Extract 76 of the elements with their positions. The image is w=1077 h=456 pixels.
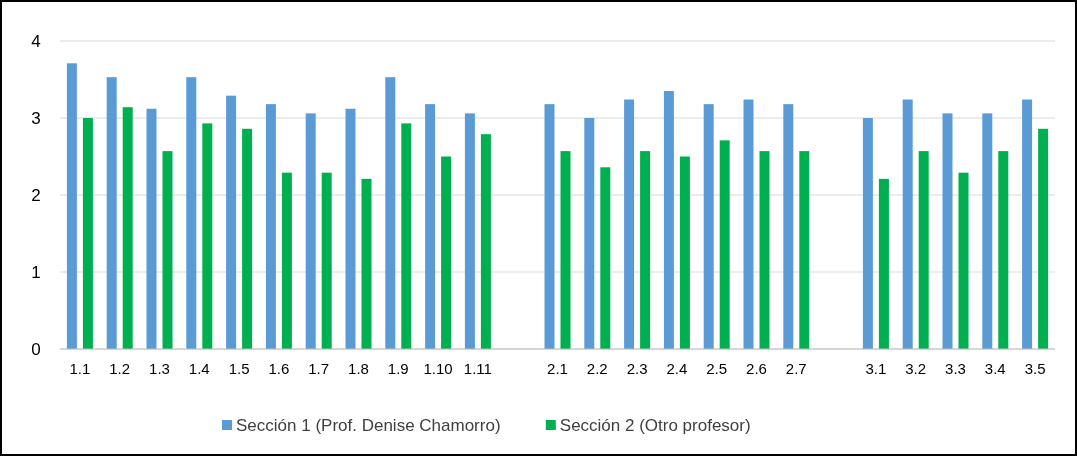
x-tick-label: 3.5 xyxy=(1024,360,1046,377)
bar xyxy=(265,104,276,349)
bar xyxy=(878,178,889,349)
bar xyxy=(66,63,77,349)
bar xyxy=(600,167,611,349)
x-tick-label: 2.5 xyxy=(706,360,728,377)
y-tick-label: 0 xyxy=(31,339,41,359)
bar xyxy=(902,99,913,349)
bar xyxy=(544,104,555,349)
bar xyxy=(560,151,571,349)
bar xyxy=(401,123,412,349)
x-tick-label: 1.4 xyxy=(188,360,210,377)
bar xyxy=(186,77,197,349)
bar xyxy=(106,77,117,349)
legend-label: Sección 2 (Otro profesor) xyxy=(559,415,751,435)
bar xyxy=(918,151,929,349)
y-tick-label: 3 xyxy=(31,108,41,128)
bar xyxy=(719,140,730,349)
bar xyxy=(624,99,635,349)
bar xyxy=(743,99,754,349)
bar xyxy=(82,118,93,349)
bar xyxy=(958,172,969,349)
bar xyxy=(122,107,133,349)
bar xyxy=(242,128,253,349)
bar xyxy=(679,156,690,349)
bar xyxy=(640,151,651,349)
bar xyxy=(281,172,292,349)
x-tick-label: 2.6 xyxy=(746,360,767,377)
bar xyxy=(942,113,953,349)
x-tick-label: 2.1 xyxy=(547,360,568,377)
x-tick-label: 2.4 xyxy=(666,360,688,377)
bar xyxy=(146,108,157,349)
x-tick-label: 3.3 xyxy=(945,360,966,377)
bar xyxy=(703,104,714,349)
bar xyxy=(584,118,595,349)
bar xyxy=(385,77,396,349)
bar xyxy=(162,151,173,349)
x-tick-label: 3.4 xyxy=(984,360,1006,377)
bar xyxy=(464,113,475,349)
legend-label: Sección 1 (Prof. Denise Chamorro) xyxy=(236,415,501,435)
x-tick-label: 3.2 xyxy=(905,360,927,377)
x-tick-label: 3.1 xyxy=(865,360,887,377)
y-tick-label: 4 xyxy=(31,31,41,51)
x-tick-label: 1.5 xyxy=(228,360,250,377)
bar xyxy=(759,151,770,349)
bar xyxy=(321,172,332,349)
bar xyxy=(226,95,237,349)
x-tick-label: 1.3 xyxy=(149,360,170,377)
y-tick-label: 1 xyxy=(31,262,41,282)
bar xyxy=(345,108,356,349)
bar xyxy=(425,104,436,349)
x-tick-label: 2.7 xyxy=(785,360,807,377)
x-tick-label: 2.3 xyxy=(626,360,648,377)
x-tick-label: 1.2 xyxy=(109,360,131,377)
bar xyxy=(663,91,674,349)
bar xyxy=(783,104,794,349)
x-tick-label: 1.1 xyxy=(69,360,91,377)
x-tick-label: 1.6 xyxy=(268,360,290,377)
bar xyxy=(1022,99,1033,349)
bar xyxy=(862,118,873,349)
x-tick-label: 1.10 xyxy=(423,360,453,377)
bar xyxy=(998,151,1009,349)
x-tick-label: 1.11 xyxy=(463,360,492,377)
bar xyxy=(441,156,452,349)
bar xyxy=(361,178,372,349)
y-tick-label: 2 xyxy=(31,185,41,205)
bar xyxy=(1038,128,1049,349)
x-tick-label: 1.8 xyxy=(348,360,369,377)
bar xyxy=(982,113,993,349)
bar xyxy=(480,134,491,349)
x-tick-label: 2.2 xyxy=(586,360,608,377)
x-tick-label: 1.7 xyxy=(308,360,330,377)
bar xyxy=(799,151,810,349)
bar xyxy=(202,123,213,349)
bar xyxy=(305,113,316,349)
x-tick-label: 1.9 xyxy=(387,360,409,377)
